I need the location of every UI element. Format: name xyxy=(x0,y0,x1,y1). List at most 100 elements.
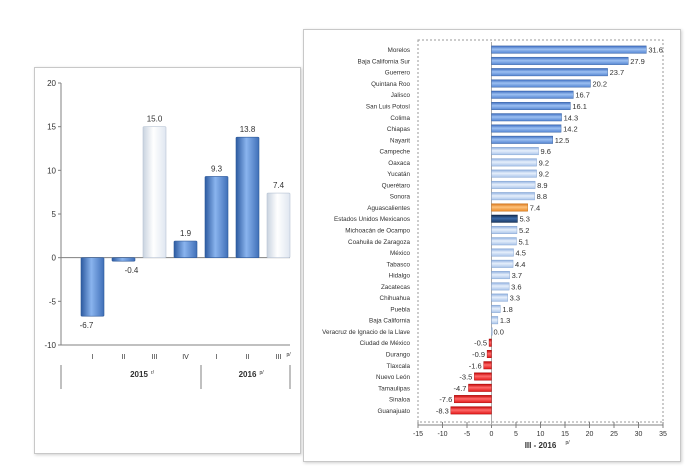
bar-25 xyxy=(491,327,493,336)
state-label: Yucatán xyxy=(387,171,410,178)
bar-value-label: 0.0 xyxy=(494,327,504,336)
x-tick-label: 35 xyxy=(659,431,667,438)
bar-28 xyxy=(483,361,492,370)
bar-value-label: 20.2 xyxy=(592,79,607,88)
bar-value-label: -0.9 xyxy=(472,350,485,359)
bar-value-label: -7.6 xyxy=(439,395,452,404)
bar-29 xyxy=(474,372,492,381)
bar-value-label: 14.2 xyxy=(563,125,578,134)
state-label: Colima xyxy=(390,115,410,122)
y-tick-label: -5 xyxy=(49,297,57,306)
state-label: Guerrero xyxy=(385,70,411,77)
bar-11 xyxy=(491,169,537,178)
x-tick-label: 0 xyxy=(490,431,494,438)
bar-value-label: 4.5 xyxy=(516,249,526,258)
bar-value-label: -0.4 xyxy=(125,266,139,275)
bar-value-label: 5.3 xyxy=(519,215,529,224)
bar-22 xyxy=(491,293,508,302)
bar-value-label: -4.7 xyxy=(454,384,467,393)
bar-10 xyxy=(491,158,537,167)
x-axis-label: III - 2016 xyxy=(525,441,557,450)
bar-5 xyxy=(491,102,571,110)
bar-27 xyxy=(486,350,492,358)
bar-value-label: 5.2 xyxy=(519,226,529,235)
bar-value-label: 7.4 xyxy=(273,181,285,190)
year-group-suffix: r/ xyxy=(151,370,155,376)
bar-value-label: -1.6 xyxy=(469,361,482,370)
bar-value-label: -6.7 xyxy=(80,321,94,330)
state-label: Michoacán de Ocampo xyxy=(345,228,410,235)
x-axis-label-suffix: p/ xyxy=(566,440,571,446)
y-tick-label: -10 xyxy=(44,341,56,350)
quarterly-chart-panel: -10 -5 0 5 10 15 20 -6.7 I -0.4 II 15.0 III 1.9 IV 9.3 I… xyxy=(34,67,301,454)
state-label: Quintana Roo xyxy=(371,81,410,88)
x-tick-label: 25 xyxy=(610,431,618,438)
bar-value-label: -0.5 xyxy=(474,339,487,348)
bar-3 xyxy=(173,240,198,258)
bar-value-label: 3.3 xyxy=(510,294,520,303)
bar-24 xyxy=(491,316,499,325)
bar-value-label: 1.8 xyxy=(502,305,512,314)
category-label: IV xyxy=(182,354,189,361)
state-label: Chiapas xyxy=(387,126,410,133)
state-label: México xyxy=(390,250,410,257)
x-tick-label: 30 xyxy=(635,431,643,438)
bar-16 xyxy=(491,226,518,234)
category-label: III xyxy=(276,354,282,361)
state-label: Ciudad de México xyxy=(360,340,411,347)
bar-2 xyxy=(142,126,167,258)
state-label: Nuevo León xyxy=(376,374,410,381)
state-label: Sonora xyxy=(390,194,411,201)
state-label: Hidalgo xyxy=(389,273,411,280)
state-label: Nayarit xyxy=(390,137,410,144)
state-label: Puebla xyxy=(390,306,410,313)
bar-0 xyxy=(491,45,647,54)
state-ranking-chart-panel: -15 -10 -5 0 5 10 15 20 25 30 35 III - 2016 p/Morelo… xyxy=(303,29,681,462)
bar-value-label: 3.7 xyxy=(512,271,522,280)
bar-value-label: 7.4 xyxy=(530,203,540,212)
bar-3 xyxy=(491,79,591,88)
bar-0 xyxy=(80,257,105,317)
bar-14 xyxy=(491,203,528,212)
bar-26 xyxy=(488,338,492,347)
state-label: Oaxaca xyxy=(388,160,410,167)
bar-value-label: 1.9 xyxy=(180,229,192,238)
bar-2 xyxy=(491,68,608,77)
bar-value-label: 12.5 xyxy=(555,136,570,145)
state-label: Aguascalientes xyxy=(367,205,410,212)
bar-18 xyxy=(491,248,514,257)
bar-9 xyxy=(491,147,539,156)
x-tick-label: 5 xyxy=(514,431,518,438)
state-label: Baja California Sur xyxy=(358,58,411,65)
category-label: II xyxy=(122,354,126,361)
bar-4 xyxy=(491,90,574,99)
bar-4 xyxy=(204,176,229,258)
bar-value-label: 9.2 xyxy=(539,158,549,167)
y-tick-label: 5 xyxy=(52,210,57,219)
bar-6 xyxy=(266,192,291,258)
category-label: I xyxy=(92,354,94,361)
state-label: Baja California xyxy=(369,318,410,325)
category-label: I xyxy=(216,354,218,361)
bar-value-label: 16.1 xyxy=(572,102,587,111)
category-label: III xyxy=(152,354,158,361)
y-tick-label: 0 xyxy=(52,254,57,263)
bar-1 xyxy=(111,257,136,262)
state-label: Tabasco xyxy=(387,261,411,268)
year-group-suffix: p/ xyxy=(260,370,265,376)
bar-value-label: 13.8 xyxy=(240,125,256,134)
state-label: San Luis Potosí xyxy=(366,104,410,111)
state-label: Chihuahua xyxy=(380,295,411,302)
bar-value-label: 3.6 xyxy=(511,282,521,291)
category-label: II xyxy=(246,354,250,361)
bar-value-label: 8.8 xyxy=(537,192,547,201)
bar-value-label: 8.9 xyxy=(537,181,547,190)
bar-20 xyxy=(491,271,510,280)
bar-value-label: -3.5 xyxy=(459,373,472,382)
bar-value-label: 1.3 xyxy=(500,316,510,325)
state-label: Tlaxcala xyxy=(387,363,411,370)
bar-17 xyxy=(491,237,517,246)
state-ranking-bar-chart: -15 -10 -5 0 5 10 15 20 25 30 35 III - 2016 p/Morelo… xyxy=(322,39,667,450)
y-tick-label: 15 xyxy=(47,123,56,132)
bar-value-label: 9.3 xyxy=(211,164,223,173)
